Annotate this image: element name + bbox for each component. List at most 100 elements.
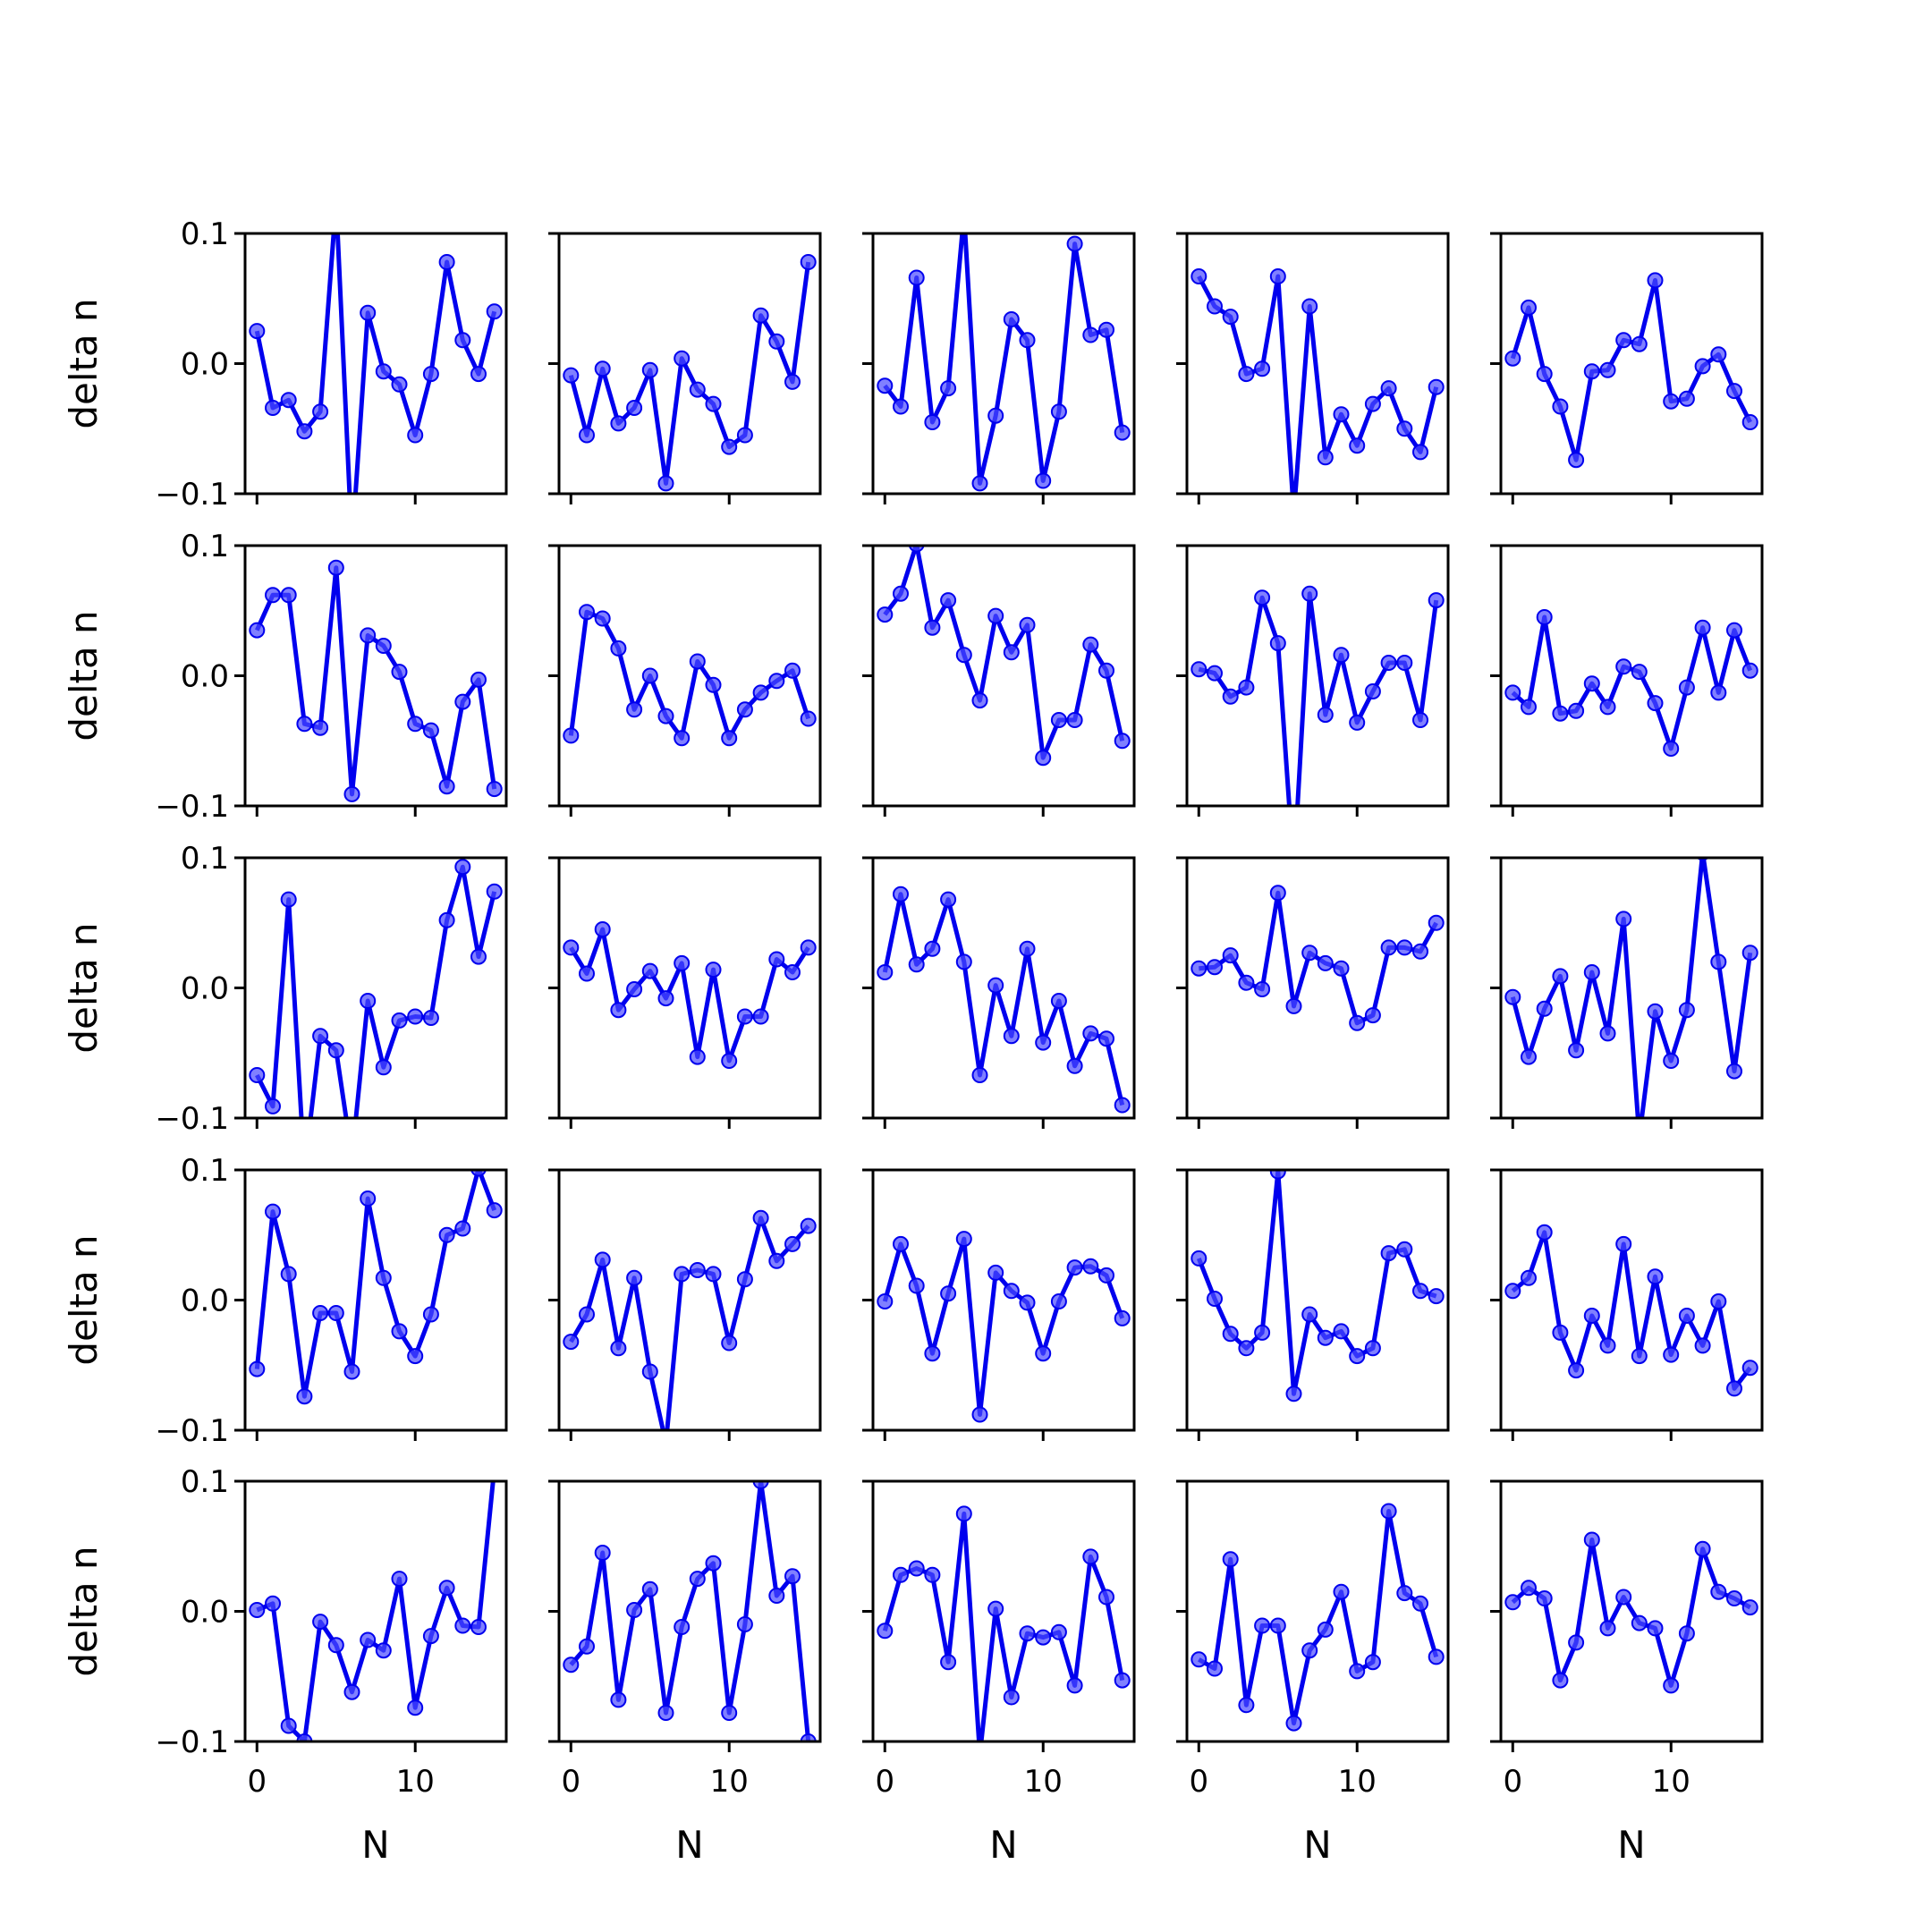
data-point [971,1406,988,1423]
data-point [705,1266,722,1283]
data-point [486,1202,503,1219]
data-point [360,1191,377,1207]
y-tick-label: −0.1 [155,789,229,825]
data-point [1380,939,1397,956]
data-point [454,332,471,349]
data-point [594,1251,611,1268]
data-point [1207,1291,1223,1307]
data-point [893,886,909,902]
data-point [705,676,722,693]
data-point [1114,733,1131,750]
x-axis-label: N [1303,1823,1331,1867]
data-point [280,587,297,604]
data-point [689,1571,706,1588]
data-point [1396,939,1413,956]
data-point [1583,1308,1600,1324]
data-point [1710,1293,1727,1309]
data-point [971,475,988,492]
data-point [579,427,595,444]
subplot-r4-c4 [1176,1168,1450,1441]
data-point [1396,655,1413,671]
data-point [470,1619,487,1635]
data-point [1583,363,1600,380]
data-point [657,990,674,1007]
data-point [752,307,769,324]
data-point [1428,1288,1445,1305]
data-point [360,304,377,321]
data-point [1333,647,1350,664]
data-point [1380,380,1397,397]
data-point [1301,585,1318,602]
data-point [296,1388,313,1405]
data-point [877,1623,894,1640]
data-point [1003,1283,1020,1300]
data-point [1552,968,1569,985]
data-point [1317,954,1334,971]
y-tick-label: 0.1 [181,1153,229,1189]
data-point [784,373,801,390]
x-tick-label: 10 [1024,1764,1063,1800]
data-point [1050,712,1067,728]
series-line [569,1216,810,1430]
data-point [1678,679,1695,696]
data-point [1615,658,1632,675]
series-line [254,233,497,494]
data-point [641,361,658,378]
data-point [705,962,722,979]
data-point [1504,988,1521,1005]
data-point [1066,235,1083,252]
data-point [1599,1620,1616,1637]
y-tick-label: 0.1 [181,841,229,877]
data-point [249,1067,266,1083]
data-point [784,1568,801,1585]
data-point [1726,1063,1742,1080]
data-point [1380,655,1397,671]
data-point [1269,885,1286,902]
data-point [1552,1672,1569,1689]
data-point [1396,420,1413,437]
data-point [454,1220,471,1237]
data-point [1333,1583,1350,1600]
data-point [768,1588,785,1604]
data-point [800,1733,817,1741]
data-point [1521,1048,1537,1065]
data-point [1536,1224,1553,1241]
data-point [752,1481,769,1489]
data-point [1301,1306,1318,1323]
data-point [940,1654,957,1671]
data-point [1631,335,1648,352]
data-point [626,981,643,997]
data-point [454,693,471,710]
data-point [1568,1042,1585,1059]
data-point [1333,406,1350,423]
data-point [1050,403,1067,420]
y-tick-label: 0.1 [181,1464,229,1500]
data-point [893,1566,909,1583]
series-line [569,1481,811,1741]
data-point [1050,993,1067,1009]
data-point [280,1266,297,1283]
data-point [689,653,706,670]
data-point [1098,1030,1114,1047]
data-point [689,381,706,398]
data-point [1114,1309,1131,1326]
data-point [563,939,580,956]
data-point [375,638,392,654]
data-point [1035,1345,1052,1362]
data-point [1349,1348,1366,1365]
data-point [1412,1283,1428,1300]
data-point [955,1505,972,1522]
data-point [1521,699,1537,716]
data-point [784,662,801,679]
data-point [1301,945,1318,962]
data-point [940,592,957,609]
series-line [569,927,810,1063]
data-point [1741,945,1758,962]
y-axis-label: delta n [62,1234,106,1365]
data-point [1504,350,1521,367]
data-point [1238,1697,1255,1714]
data-point [784,1235,801,1252]
data-point [1333,1323,1350,1340]
data-point [407,1008,424,1025]
data-point [1222,688,1239,705]
